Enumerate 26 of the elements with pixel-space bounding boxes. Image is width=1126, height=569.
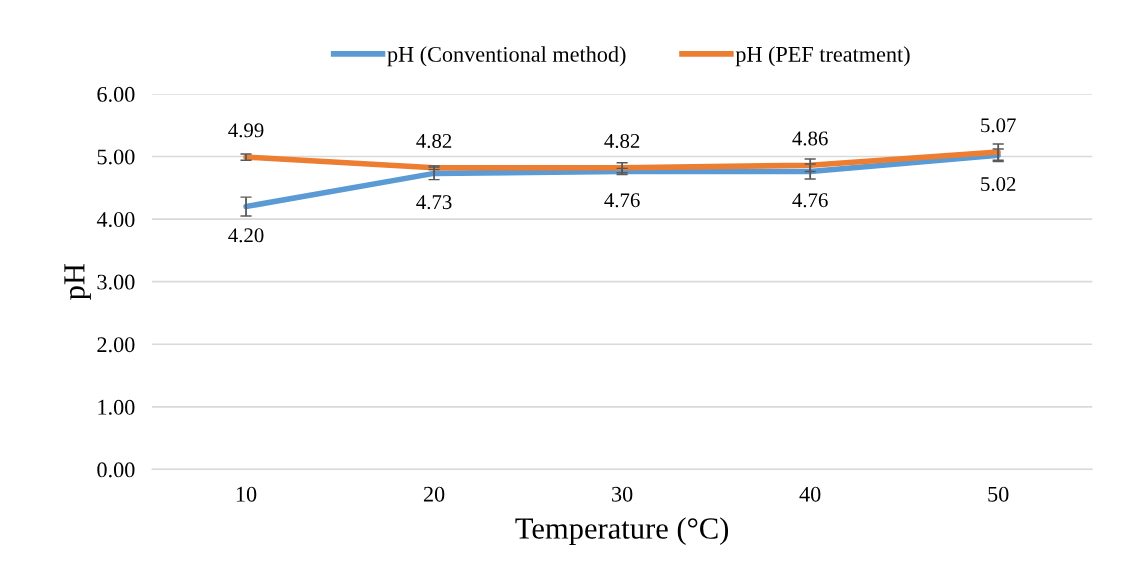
data-label: 4.99 — [228, 123, 264, 138]
x-tick-label: 10 — [236, 486, 257, 502]
y-tick-label: 0.00 — [97, 462, 135, 478]
y-tick-label: 5.00 — [97, 149, 135, 165]
data-label: 4.82 — [416, 133, 452, 149]
y-tick-label: 4.00 — [96, 212, 135, 228]
data-label: 5.07 — [981, 118, 1016, 133]
y-tick-label: 1.00 — [98, 399, 135, 415]
x-tick-label: 20 — [423, 486, 445, 502]
y-tick-label: 3.00 — [97, 274, 135, 290]
data-label: 5.02 — [981, 176, 1016, 192]
x-tick-label: 40 — [799, 486, 821, 502]
data-label: 4.86 — [792, 131, 828, 146]
y-tick-label: 6.00 — [97, 86, 135, 102]
y-tick-label: 2.00 — [97, 337, 135, 353]
x-tick-label: 30 — [612, 486, 633, 502]
data-label: 4.76 — [792, 193, 828, 208]
x-axis-title: Temperature (°C) — [515, 517, 729, 546]
legend-label: pH (Conventional method) — [387, 46, 626, 67]
x-tick-label: 50 — [988, 486, 1009, 502]
data-label: 4.82 — [604, 133, 640, 149]
data-label: 4.73 — [416, 195, 452, 210]
legend-label: pH (PEF treatment) — [735, 46, 910, 67]
y-axis-title: pH — [64, 263, 91, 300]
data-label: 4.76 — [604, 193, 640, 208]
data-label: 4.20 — [228, 228, 264, 243]
